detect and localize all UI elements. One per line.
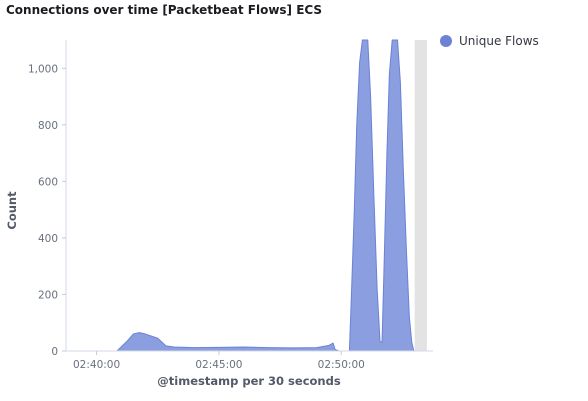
panel-title: Connections over time [Packetbeat Flows]… — [6, 3, 323, 17]
x-axis-ticks: 02:40:00 02:45:00 02:50:00 — [73, 351, 365, 371]
x-axis-title: @timestamp per 30 seconds — [157, 374, 341, 388]
legend-item-unique-flows[interactable]: Unique Flows — [440, 34, 539, 48]
current-time-bucket-highlight — [414, 40, 427, 351]
y-tick-label: 400 — [38, 233, 58, 245]
x-tick-label: 02:50:00 — [318, 359, 365, 371]
y-tick-label: 200 — [38, 289, 58, 301]
y-tick-label: 0 — [51, 346, 58, 358]
y-axis-title: Count — [5, 191, 19, 230]
y-tick-label: 600 — [38, 176, 58, 188]
x-tick-label: 02:40:00 — [73, 359, 120, 371]
y-tick-label: 1,000 — [28, 63, 58, 75]
y-tick-label: 800 — [38, 120, 58, 132]
y-axis-ticks: 0 200 400 600 800 1,000 — [28, 63, 66, 358]
legend-label: Unique Flows — [459, 34, 539, 48]
series-area-unique-flows[interactable] — [116, 39, 415, 352]
legend-color-dot — [440, 35, 452, 47]
x-tick-label: 02:45:00 — [195, 359, 242, 371]
